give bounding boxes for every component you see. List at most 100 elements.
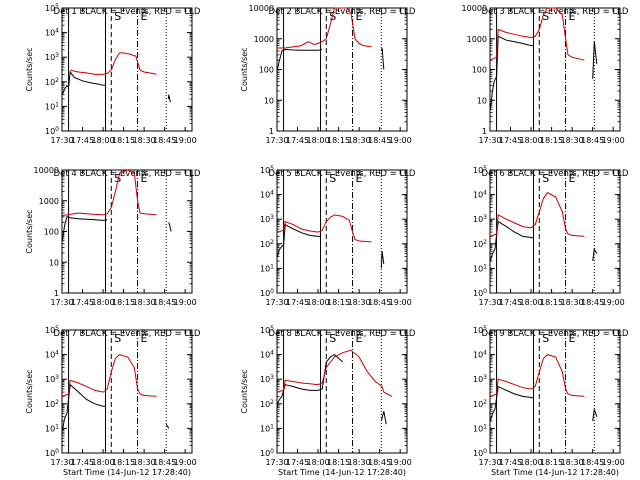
lld-series-line xyxy=(489,7,585,61)
y-axis-label: Counts/sec xyxy=(25,47,34,91)
plot-frame xyxy=(489,329,621,454)
x-tick-label: 18:45 xyxy=(368,136,391,145)
lld-series-line xyxy=(277,7,372,49)
start-marker-label: S xyxy=(542,172,549,185)
x-tick-label: 18:45 xyxy=(368,458,391,467)
events-series-line xyxy=(276,223,385,269)
x-tick-label: 18:00 xyxy=(520,298,543,307)
y-tick-label: 102 xyxy=(473,239,487,249)
y-tick-label: 10 xyxy=(477,96,487,105)
x-tick-label: 18:00 xyxy=(520,458,543,467)
y-tick-label: 103 xyxy=(260,374,274,384)
x-tick-label: 19:00 xyxy=(602,298,625,307)
x-tick-label: 17:45 xyxy=(71,136,94,145)
x-tick-label: 18:15 xyxy=(327,458,350,467)
x-tick-label: 18:15 xyxy=(540,458,563,467)
x-tick-label: 18:30 xyxy=(133,298,156,307)
y-tick-label: 100 xyxy=(260,448,274,458)
x-tick-label: 17:30 xyxy=(478,298,501,307)
y-tick-label: 100 xyxy=(44,228,59,237)
y-tick-label: 101 xyxy=(45,101,59,111)
y-tick-label: 10000 xyxy=(249,4,274,13)
x-tick-label: 19:00 xyxy=(389,298,412,307)
chart-title: Det 7 BLACK = Events, RED = LLD xyxy=(54,329,201,339)
y-tick-label: 100 xyxy=(472,66,487,75)
y-axis-label: Counts/sec xyxy=(25,369,34,413)
y-axis-label: Counts/sec xyxy=(240,369,249,413)
end-marker-label: E xyxy=(569,172,576,185)
x-tick-label: 18:30 xyxy=(561,136,584,145)
chart-title: Det 5 BLACK = Events, RED = LLD xyxy=(269,169,416,179)
chart-panel-6: Det 6 BLACK = Events, RED = LLD 17:3017:4… xyxy=(473,165,629,307)
x-tick-label: 19:00 xyxy=(389,136,412,145)
y-axis-label: Counts/sec xyxy=(25,209,34,253)
x-tick-label: 18:30 xyxy=(561,298,584,307)
y-tick-label: 102 xyxy=(260,399,274,409)
y-tick-label: 100 xyxy=(473,288,487,298)
x-tick-label: 19:00 xyxy=(174,136,197,145)
y-tick-label: 104 xyxy=(473,190,487,200)
y-tick-label: 102 xyxy=(45,399,59,409)
x-tick-label: 18:30 xyxy=(133,458,156,467)
y-tick-label: 105 xyxy=(45,3,59,13)
y-tick-label: 105 xyxy=(45,325,59,335)
y-tick-label: 1000 xyxy=(467,35,487,44)
events-series-line xyxy=(276,353,387,425)
x-tick-label: 19:00 xyxy=(174,298,197,307)
chart-title: Det 9 BLACK = Events, RED = LLD xyxy=(482,329,629,339)
y-tick-label: 102 xyxy=(473,399,487,409)
x-tick-label: 18:15 xyxy=(540,298,563,307)
start-marker-label: S xyxy=(114,10,121,23)
end-marker-label: E xyxy=(356,10,363,23)
y-tick-label: 101 xyxy=(260,423,274,433)
start-marker-label: S xyxy=(329,172,336,185)
x-tick-label: 18:45 xyxy=(581,458,604,467)
x-tick-label: 18:30 xyxy=(348,298,371,307)
x-tick-label: 18:45 xyxy=(153,298,176,307)
end-marker-label: E xyxy=(141,172,148,185)
chart-panel-8: Det 8 BLACK = Events, RED = LLD 17:3017:4… xyxy=(240,325,416,477)
x-tick-label: 18:45 xyxy=(368,298,391,307)
y-tick-label: 1000 xyxy=(254,35,274,44)
x-tick-label: 17:30 xyxy=(478,136,501,145)
y-tick-label: 101 xyxy=(473,423,487,433)
x-tick-label: 19:00 xyxy=(602,136,625,145)
x-tick-label: 18:45 xyxy=(581,136,604,145)
chart-panel-9: Det 9 BLACK = Events, RED = LLD 17:3017:4… xyxy=(473,325,629,477)
chart-panel-4: Det 4 BLACK = Events, RED = LLD 17:3017:4… xyxy=(25,166,201,307)
x-tick-label: 18:45 xyxy=(581,298,604,307)
x-tick-label: 18:00 xyxy=(307,298,330,307)
end-marker-label: E xyxy=(141,10,148,23)
events-series-line xyxy=(276,47,385,70)
x-tick-label: 17:45 xyxy=(499,458,522,467)
y-tick-label: 10 xyxy=(264,96,274,105)
end-marker-label: E xyxy=(356,332,363,345)
start-marker-label: S xyxy=(114,332,121,345)
events-series-line xyxy=(489,35,598,110)
x-tick-label: 17:30 xyxy=(50,298,73,307)
x-tick-label: 18:45 xyxy=(153,458,176,467)
y-tick-label: 101 xyxy=(45,423,59,433)
y-tick-label: 103 xyxy=(473,374,487,384)
events-series-line xyxy=(61,383,170,431)
lld-series-line xyxy=(489,192,585,237)
events-series-line xyxy=(489,385,598,422)
lld-series-line xyxy=(276,214,372,243)
y-tick-label: 100 xyxy=(260,288,274,298)
chart-panel-7: Det 7 BLACK = Events, RED = LLD 17:3017:4… xyxy=(25,325,201,477)
y-tick-label: 10 xyxy=(49,258,59,267)
x-tick-label: 19:00 xyxy=(602,458,625,467)
chart-title: Det 4 BLACK = Events, RED = LLD xyxy=(54,169,201,179)
lld-series-line xyxy=(276,349,393,397)
y-tick-label: 100 xyxy=(473,448,487,458)
x-tick-label: 17:30 xyxy=(265,458,288,467)
x-tick-label: 17:45 xyxy=(499,136,522,145)
start-marker-label: S xyxy=(329,332,336,345)
plot-frame xyxy=(61,7,193,132)
chart-title: Det 8 BLACK = Events, RED = LLD xyxy=(269,329,416,339)
x-tick-label: 18:00 xyxy=(520,136,543,145)
x-tick-label: 17:30 xyxy=(265,298,288,307)
y-tick-label: 100 xyxy=(45,448,59,458)
chart-title: Det 6 BLACK = Events, RED = LLD xyxy=(482,169,629,179)
